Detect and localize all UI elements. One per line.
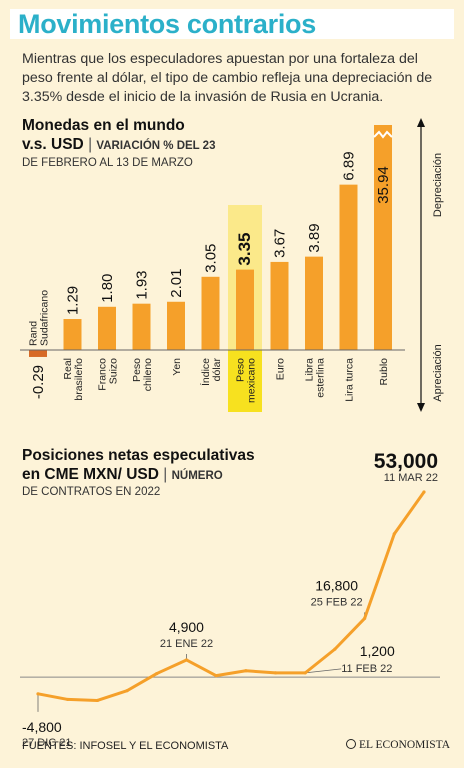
- category-label: Rublo: [378, 358, 390, 386]
- category-label: Franco: [97, 358, 109, 391]
- bar-chart-subtitle-a: VARIACIÓN % DEL 23: [96, 140, 216, 152]
- bar: [305, 256, 323, 350]
- data-point: [214, 674, 218, 678]
- data-point: [422, 490, 426, 494]
- bar: [98, 306, 116, 350]
- data-point: [184, 658, 189, 662]
- data-point: [66, 697, 70, 702]
- category-label: Sudafricano: [39, 290, 51, 346]
- data-point: [155, 671, 159, 676]
- arrow-up-icon: [417, 118, 425, 127]
- bar-chart-heading: Monedas en el mundo: [22, 116, 185, 135]
- heading-separator: |: [163, 466, 172, 483]
- annotation-value: 1,200: [360, 643, 395, 659]
- bar-value-label: 3.35: [235, 233, 254, 266]
- category-label: Rand: [28, 321, 40, 346]
- page-title: Movimientos contrarios: [18, 9, 316, 39]
- data-point: [36, 692, 40, 696]
- bar-value-label: 1.93: [134, 270, 151, 299]
- annotation-leader: [305, 668, 342, 674]
- bar: [201, 276, 220, 350]
- category-label: brasileño: [73, 358, 85, 401]
- line-chart-heading-line2: en CME MXN/ USD: [22, 466, 159, 483]
- brand: EL ECONOMISTA: [346, 739, 450, 751]
- annotation-value: -4,800: [22, 719, 62, 735]
- bar-value-label: 3.67: [272, 229, 289, 258]
- data-point: [363, 616, 367, 620]
- arrow-down-icon: [417, 403, 425, 412]
- line-chart-heading-2: en CME MXN/ USD | NÚMERO: [22, 465, 223, 486]
- bar: [236, 269, 254, 350]
- highlight-label-bg: [228, 350, 262, 412]
- category-label: dólar: [211, 358, 223, 382]
- annotation-date: 11 MAR 22: [384, 472, 438, 484]
- bar: [132, 303, 151, 350]
- bar-value-label: 6.89: [341, 151, 358, 180]
- annotation-date: 25 FEB 22: [311, 596, 363, 608]
- bar: [167, 301, 185, 350]
- category-label: Euro: [275, 358, 287, 380]
- data-point: [303, 671, 307, 675]
- category-label: Libra: [304, 358, 316, 382]
- bar-chart-heading-2: v.s. USD | VARIACIÓN % DEL 23: [22, 135, 215, 156]
- title-bar: Movimientos contrarios: [10, 9, 454, 39]
- category-label: Real: [62, 358, 74, 380]
- bar-chart: -0.29 Rand Sudafricano 1.29 Real brasileño 1.8…: [20, 118, 444, 412]
- bar-value-label: 3.05: [203, 244, 220, 273]
- brand-name: EL ECONOMISTA: [359, 739, 450, 751]
- line-chart-heading: Posiciones netas especulativas: [22, 446, 255, 465]
- data-point: [333, 647, 337, 651]
- bar-value-label: 2.01: [168, 269, 185, 298]
- bar-chart-subtitle-b: DE FEBRERO AL 13 DE MARZO: [22, 157, 193, 169]
- bar-chart-heading-line1: Monedas en el mundo: [22, 117, 185, 134]
- bar-value-label: -0.29: [30, 365, 47, 399]
- category-label: Índice: [199, 358, 212, 386]
- category-label: Suizo: [108, 358, 120, 384]
- heading-separator: |: [88, 136, 97, 153]
- annotation-value: 53,000: [374, 450, 438, 473]
- bar: [29, 350, 47, 357]
- category-label: Lira turca: [344, 358, 356, 402]
- annotation-date: 27 DIC 21: [22, 737, 72, 749]
- data-point: [244, 669, 248, 673]
- category-label: chileno: [142, 358, 154, 391]
- brand-logo-icon: [346, 739, 357, 749]
- annotation-value: 16,800: [315, 577, 358, 593]
- data-point: [125, 689, 129, 693]
- series-line: [37, 491, 426, 702]
- annotation-date: 11 FEB 22: [341, 663, 392, 675]
- bar-value-label: 35.94: [375, 166, 392, 204]
- line-chart: -4,800 27 DIC 21 4,900 21 ENE 22 1,200 11 FEB…: [20, 450, 440, 749]
- category-label: Yen: [171, 358, 183, 376]
- bar-value-label: 3.89: [306, 223, 323, 252]
- line-chart-heading-line1: Posiciones netas especulativas: [22, 447, 255, 464]
- category-label: mexicano: [246, 358, 258, 403]
- data-point: [95, 698, 99, 703]
- category-label: esterlina: [315, 358, 327, 398]
- bar: [270, 261, 289, 350]
- line-chart-subtitle-a: NÚMERO: [171, 470, 223, 482]
- bar: [63, 319, 82, 350]
- line-chart-subtitle-b: DE CONTRATOS EN 2022: [22, 486, 161, 498]
- bar-chart-heading-line2: v.s. USD: [22, 136, 84, 153]
- annotation-date: 21 ENE 22: [160, 638, 213, 650]
- bar-value-label: 1.29: [65, 286, 82, 315]
- bar: [339, 184, 358, 350]
- data-point: [392, 532, 396, 536]
- bar: [374, 125, 392, 350]
- category-label: Peso: [131, 358, 143, 382]
- category-label: Peso: [235, 358, 247, 382]
- annotation-value: 4,900: [169, 619, 204, 635]
- axis-break-icon: [373, 130, 393, 139]
- data-point: [273, 671, 278, 675]
- appreciation-label: Apreciación: [432, 344, 444, 401]
- bar-value-label: 1.80: [99, 274, 116, 303]
- depreciation-label: Depreciación: [432, 153, 444, 217]
- intro-text: Mientras que los especuladores apuestan …: [22, 51, 433, 105]
- source-note: FUENTES: INFOSEL Y EL ECONOMISTA: [22, 740, 229, 752]
